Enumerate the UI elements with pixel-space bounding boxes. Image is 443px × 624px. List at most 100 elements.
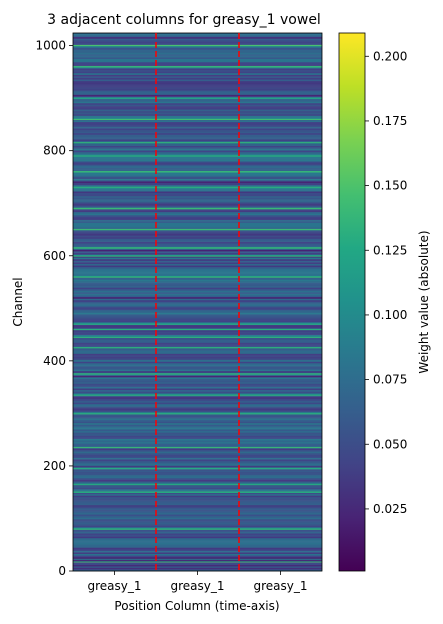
heatmap-row — [73, 107, 322, 109]
heatmap-row — [73, 316, 322, 318]
heatmap-row — [73, 318, 322, 320]
heatmap-row — [73, 555, 322, 557]
heatmap-row — [73, 565, 322, 567]
heatmap-row — [73, 499, 322, 500]
heatmap-row — [73, 439, 322, 441]
heatmap-row — [73, 473, 322, 475]
heatmap-row — [73, 175, 322, 177]
heatmap-row — [73, 119, 322, 121]
heatmap-row — [73, 367, 322, 369]
heatmap-row — [73, 569, 322, 571]
heatmap-row — [73, 552, 322, 553]
heatmap-row — [73, 332, 322, 334]
heatmap-row — [73, 427, 322, 429]
heatmap-row — [73, 340, 322, 342]
y-tick-label: 600 — [43, 249, 66, 263]
heatmap-row — [73, 460, 322, 462]
heatmap-row — [73, 218, 322, 220]
heatmap-row — [73, 149, 322, 151]
heatmap-row — [73, 94, 322, 96]
heatmap-row — [73, 212, 322, 214]
heatmap-row — [73, 424, 322, 426]
heatmap-row — [73, 282, 322, 284]
heatmap-row — [73, 232, 322, 234]
heatmap-row — [73, 97, 322, 99]
heatmap-row — [73, 470, 322, 472]
heatmap-row — [73, 288, 322, 290]
heatmap-row — [73, 159, 322, 161]
heatmap-row — [73, 525, 322, 527]
heatmap-row — [73, 335, 322, 337]
heatmap-row — [73, 414, 322, 416]
heatmap-row — [73, 244, 322, 246]
heatmap-row — [73, 497, 322, 499]
heatmap-row — [73, 557, 322, 559]
heatmap-row — [73, 141, 322, 143]
heatmap-row — [73, 255, 322, 257]
heatmap-row — [73, 381, 322, 383]
heatmap-row — [73, 421, 322, 423]
heatmap-row — [73, 447, 322, 448]
heatmap-row — [73, 520, 322, 522]
heatmap-row — [73, 143, 322, 145]
heatmap-row — [73, 104, 322, 106]
heatmap-row — [73, 476, 322, 478]
heatmap-row — [73, 556, 322, 558]
heatmap-row — [73, 162, 322, 164]
heatmap-row — [73, 160, 322, 162]
heatmap-row — [73, 82, 322, 84]
heatmap-row — [73, 313, 322, 314]
heatmap-row — [73, 151, 322, 153]
heatmap-row — [73, 356, 322, 357]
heatmap-row — [73, 75, 322, 76]
heatmap-row — [73, 121, 322, 123]
heatmap-row — [73, 403, 322, 405]
heatmap-row — [73, 270, 322, 272]
heatmap-row — [73, 445, 322, 447]
heatmap-row — [73, 245, 322, 247]
heatmap-row — [73, 370, 322, 372]
heatmap-row — [73, 165, 322, 167]
heatmap-row — [73, 200, 322, 202]
heatmap-row — [73, 288, 322, 290]
heatmap-row — [73, 174, 322, 176]
heatmap-row — [73, 348, 322, 350]
heatmap-row — [73, 506, 322, 508]
heatmap-row — [73, 207, 322, 209]
heatmap-row — [73, 431, 322, 433]
heatmap-row — [73, 262, 322, 263]
heatmap-row — [73, 442, 322, 444]
heatmap-row — [73, 480, 322, 482]
heatmap-row — [73, 367, 322, 369]
heatmap-row — [73, 501, 322, 502]
heatmap-row — [73, 249, 322, 251]
heatmap-row — [73, 209, 322, 210]
heatmap-row — [73, 65, 322, 66]
heatmap-row — [73, 172, 322, 174]
heatmap-row — [73, 553, 322, 555]
heatmap-row — [73, 129, 322, 131]
heatmap-row — [73, 468, 322, 469]
heatmap-row — [73, 452, 322, 454]
heatmap-row — [73, 395, 322, 397]
heatmap-row — [73, 218, 322, 220]
heatmap-row — [73, 67, 322, 69]
heatmap-row — [73, 56, 322, 58]
heatmap-row — [73, 257, 322, 259]
heatmap-row — [73, 513, 322, 515]
heatmap-row — [73, 476, 322, 478]
heatmap-row — [73, 528, 322, 530]
heatmap-row — [73, 128, 322, 130]
heatmap-row — [73, 106, 322, 108]
heatmap-row — [73, 563, 322, 565]
heatmap-row — [73, 250, 322, 252]
heatmap-row — [73, 289, 322, 291]
heatmap-row — [73, 220, 322, 222]
heatmap-row — [73, 360, 322, 362]
heatmap-row — [73, 466, 322, 468]
heatmap-row — [73, 171, 322, 173]
heatmap-row — [73, 286, 322, 288]
heatmap-row — [73, 448, 322, 449]
heatmap-row — [73, 166, 322, 168]
heatmap-row — [73, 296, 322, 298]
